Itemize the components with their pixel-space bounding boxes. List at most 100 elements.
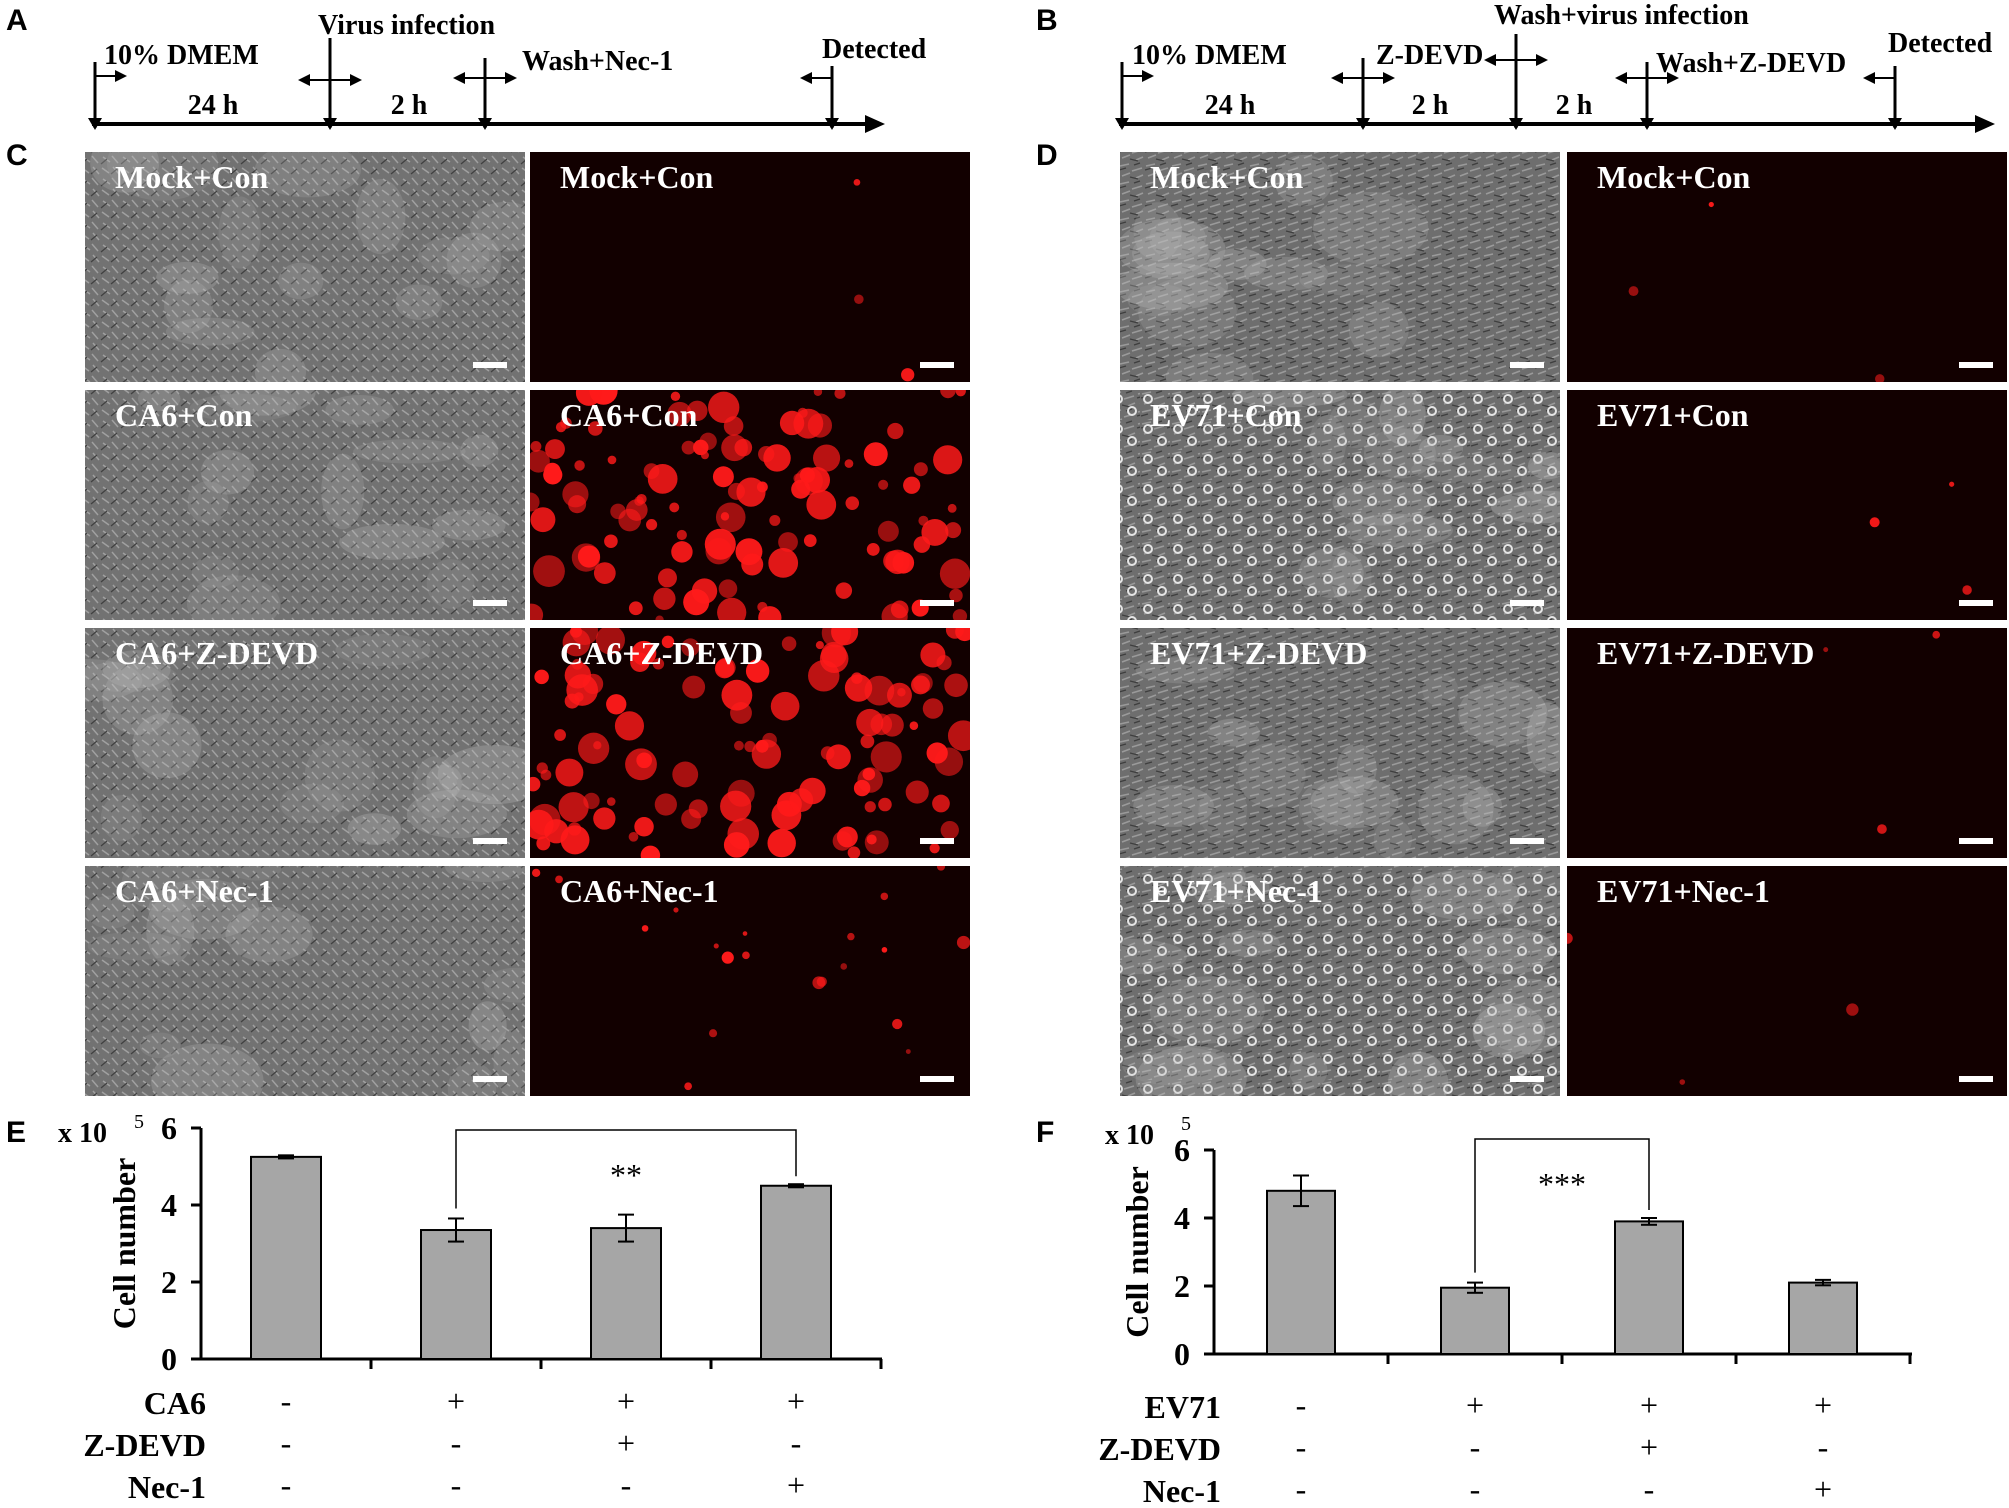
- stained-cell: [655, 615, 664, 620]
- stained-cell: [755, 739, 769, 753]
- cell-cluster: [418, 236, 490, 275]
- cell-cluster: [1336, 743, 1377, 794]
- cell-cluster: [1348, 301, 1409, 358]
- phase-contrast-image: [1120, 866, 1560, 1096]
- stained-cell: [1708, 201, 1714, 208]
- condition-name: EV71: [1145, 1389, 1221, 1425]
- cell-cluster: [146, 895, 195, 965]
- arrow-head: [453, 72, 465, 84]
- stained-cell: [562, 628, 591, 657]
- stained-cell: [721, 434, 748, 462]
- significance-bracket: [1474, 1138, 1650, 1273]
- cell-cluster: [1332, 479, 1433, 526]
- stained-cell: [897, 687, 906, 697]
- arrow-head: [298, 74, 310, 86]
- scale-bar: [473, 1076, 507, 1082]
- stained-cell: [763, 444, 791, 472]
- cell-cluster: [90, 152, 160, 193]
- cell-cluster: [278, 262, 324, 300]
- cell-cluster: [200, 449, 255, 495]
- stained-cell: [533, 555, 565, 588]
- micrograph-label: Mock+Con: [1150, 159, 1304, 195]
- y-tick-label: 0: [1174, 1336, 1190, 1372]
- arrow-head: [1142, 70, 1154, 82]
- fluorescence-image: [1567, 866, 2007, 1096]
- stained-cell: [687, 400, 708, 422]
- stained-cell: [646, 519, 658, 531]
- cell-cluster: [1310, 776, 1399, 828]
- cell-cluster: [1331, 545, 1372, 608]
- cell-cluster: [165, 317, 255, 346]
- cell-cluster: [87, 931, 181, 961]
- cell-cluster: [1198, 782, 1248, 839]
- cell-cluster: [1120, 218, 1226, 279]
- stained-cell: [767, 828, 796, 858]
- cell-cluster: [86, 895, 135, 929]
- timeline-arrowhead: [1975, 115, 1995, 133]
- timeline-label: 10% DMEM: [1132, 40, 1287, 71]
- phase-contrast-image: [1120, 628, 1560, 858]
- stained-cell: [952, 609, 968, 620]
- stained-cell: [636, 752, 653, 769]
- cell-cluster: [1299, 780, 1363, 836]
- arrow-head: [505, 72, 517, 84]
- arrow-head: [1667, 72, 1679, 84]
- cell-cluster: [1387, 1051, 1449, 1096]
- stained-cell: [681, 808, 702, 829]
- stained-cell: [1962, 585, 1972, 595]
- bar: [760, 1184, 832, 1360]
- cell-cluster: [1120, 938, 1187, 975]
- condition-sign: -: [1296, 1471, 1307, 1507]
- stained-cell: [652, 658, 665, 670]
- cell-cluster: [1120, 262, 1229, 311]
- stained-cell: [741, 553, 764, 576]
- y-axis-label: Cell number: [106, 1158, 142, 1330]
- cell-cluster: [225, 906, 313, 963]
- stained-cell: [634, 816, 654, 837]
- stained-cell: [781, 636, 797, 651]
- panel-c-fluor-3: CA6+Nec-1: [530, 866, 970, 1096]
- stained-cell: [922, 698, 944, 719]
- cell-cluster: [1521, 458, 1560, 504]
- stained-cell: [545, 439, 565, 460]
- micrograph-label: EV71+Z-DEVD: [1150, 635, 1367, 671]
- stained-cell: [727, 818, 760, 850]
- stained-cell: [530, 603, 544, 620]
- cell-cluster: [1491, 490, 1560, 524]
- cell-cluster: [1526, 702, 1560, 774]
- condition-name: Z-DEVD: [1098, 1431, 1221, 1467]
- stained-cell: [815, 641, 824, 650]
- stained-cell: [834, 390, 846, 399]
- stained-cell: [670, 391, 681, 402]
- cell-cluster: [1165, 352, 1254, 382]
- cell-cluster: [191, 555, 239, 589]
- stained-cell: [618, 508, 642, 532]
- stained-cell: [885, 549, 910, 575]
- stained-cell: [534, 669, 549, 685]
- stained-cell: [669, 502, 680, 513]
- stained-cell: [607, 455, 617, 465]
- panel-d-fluor-1: EV71+Con: [1567, 390, 2007, 620]
- stained-cell: [955, 628, 970, 642]
- stained-cell: [877, 520, 899, 542]
- stained-cell: [794, 467, 823, 496]
- panel-letter-a: A: [6, 4, 28, 37]
- timeline-duration: 24 h: [1205, 90, 1256, 121]
- fluorescence-image: [530, 866, 970, 1096]
- cell-cluster: [1289, 1051, 1328, 1090]
- y-axis-label: Cell number: [1119, 1166, 1155, 1338]
- stained-cell: [634, 496, 644, 506]
- condition-name: Z-DEVD: [83, 1427, 206, 1463]
- micrograph-label: CA6+Con: [560, 397, 698, 433]
- condition-sign: +: [787, 1383, 805, 1419]
- stained-cell: [936, 866, 946, 871]
- scale-bar: [920, 362, 954, 368]
- stained-cell: [712, 466, 734, 488]
- stained-cell: [793, 408, 824, 439]
- stained-cell: [717, 597, 747, 620]
- stained-cell: [955, 390, 966, 397]
- stained-cell: [770, 691, 800, 721]
- micrograph-label: CA6+Z-DEVD: [115, 635, 318, 671]
- cell-cluster: [219, 390, 316, 416]
- stained-cell: [577, 732, 610, 764]
